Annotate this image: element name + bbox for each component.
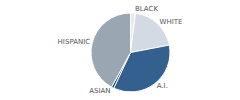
svg-text:ASIAN: ASIAN xyxy=(89,87,110,95)
svg-text:WHITE: WHITE xyxy=(160,18,183,26)
svg-text:BLACK: BLACK xyxy=(135,5,158,13)
svg-text:HISPANIC: HISPANIC xyxy=(58,38,91,46)
svg-text:A.I.: A.I. xyxy=(157,82,168,90)
